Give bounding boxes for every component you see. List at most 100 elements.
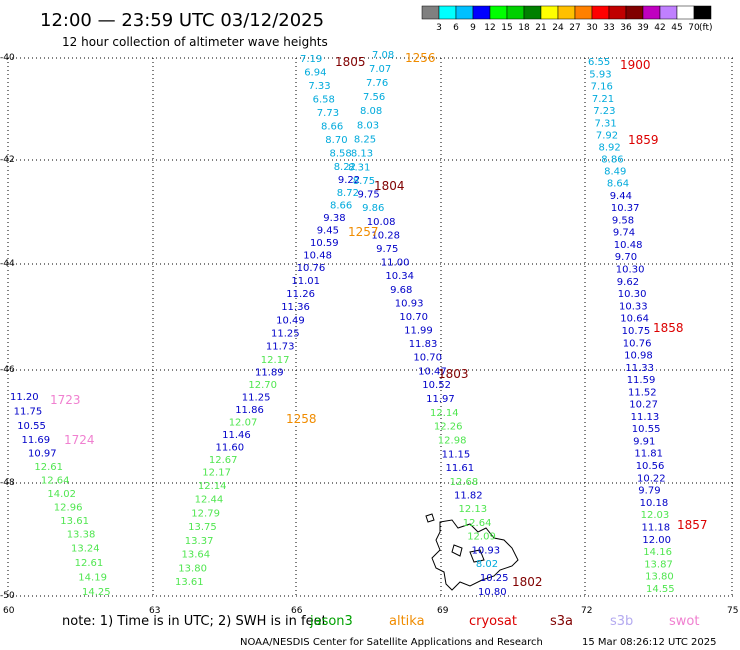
wave-height-value: 12.61: [75, 558, 104, 569]
scale-swatch: [693, 5, 712, 20]
island-outline: [425, 513, 519, 591]
wave-height-value: 7.23: [593, 106, 615, 117]
wave-height-value: 10.64: [620, 314, 649, 325]
track-t3: 6.555.93 7.167.217.237.31 7.928.928.868.49…: [588, 57, 675, 595]
track-t2: 7.08 7.07 7.76 7.56 8.08 8.03 8.25 8.13 8.31 8.75…: [348, 50, 508, 598]
pass-time-label: 1858: [653, 321, 684, 335]
wave-height-value: 12.03: [641, 510, 670, 521]
latitude-label: -46: [0, 365, 15, 375]
wave-height-value: 13.37: [185, 536, 214, 547]
wave-height-value: 10.55: [632, 424, 661, 435]
wave-height-value: 9.62: [617, 277, 639, 288]
wave-height-value: 14.25: [82, 587, 111, 598]
wave-height-value: 8.22: [334, 162, 356, 173]
wave-height-value: 7.92: [596, 131, 618, 142]
wave-height-value: 11.01: [291, 276, 320, 287]
wave-height-value: 11.60: [216, 443, 245, 454]
wave-height-value: 11.25: [242, 393, 271, 404]
wave-height-value: 11.86: [235, 405, 264, 416]
wave-height-value: 11.59: [627, 375, 656, 386]
longitude-label: 69: [437, 606, 449, 616]
wave-height-value: 11.83: [409, 339, 438, 350]
wave-height-value: 10.25: [480, 573, 509, 584]
scale-swatch: [608, 5, 627, 20]
latitude-label: -50: [0, 591, 15, 601]
wave-height-value: 8.92: [599, 143, 621, 154]
wave-height-value: 10.30: [616, 265, 645, 276]
wave-height-value: 11.25: [271, 329, 300, 340]
longitude-label: 63: [149, 606, 160, 616]
scale-tick-label: 70: [688, 23, 700, 33]
wave-height-value: 10.59: [310, 238, 339, 249]
wave-height-value: 14.02: [47, 489, 76, 500]
wave-height-value: 6.58: [313, 94, 335, 105]
satellite-legend-s3a: s3a: [550, 614, 573, 629]
track-t4: 11.20 11.75 10.55 11.69 10.97 12.61 12.64 14.02…: [10, 392, 111, 598]
wave-height-value: 13.24: [71, 544, 100, 555]
wave-height-value: 8.70: [325, 135, 347, 146]
longitude-label: 75: [727, 606, 738, 616]
wave-height-value: 12.07: [229, 418, 258, 429]
scale-swatch: [642, 5, 661, 20]
scale-tick-label: 6: [453, 23, 459, 33]
wave-height-value: 8.86: [601, 155, 623, 166]
scale-tick-label: 39: [637, 23, 649, 33]
wave-height-value: 12.14: [198, 481, 227, 492]
scale-tick-label: 30: [586, 23, 598, 33]
wave-height-value: 12.67: [209, 455, 238, 466]
wave-height-value: 10.76: [297, 263, 326, 274]
scale-tick-label: 3: [436, 23, 442, 33]
footnote: note: 1) Time is in UTC; 2) SWH is in fe…: [62, 614, 327, 629]
wave-height-value: 10.75: [622, 326, 651, 337]
pass-time-label: 1900: [620, 58, 651, 72]
wave-height-value: 11.97: [426, 394, 455, 405]
scale-swatch: [506, 5, 525, 20]
wave-height-value: 10.37: [611, 203, 640, 214]
longitude-label: 66: [291, 606, 303, 616]
scale-tick-label: 12: [484, 23, 495, 33]
wave-height-value: 12.96: [54, 502, 83, 513]
wave-height-value: 9.38: [323, 213, 345, 224]
wave-height-value: 13.80: [178, 563, 207, 574]
wave-height-value: 11.73: [266, 342, 295, 353]
wave-height-value: 8.66: [330, 201, 352, 212]
scale-tick-label: 24: [552, 23, 564, 33]
wave-height-value: 6.94: [304, 68, 326, 79]
wave-height-value: 11.69: [22, 435, 51, 446]
wave-height-value: 10.97: [28, 449, 57, 460]
wave-height-value: 9.86: [362, 203, 384, 214]
wave-height-value: 11.61: [446, 463, 475, 474]
wave-height-value: 12.00: [642, 535, 671, 546]
wave-height-value: 12.68: [450, 477, 479, 488]
scale-swatch: [574, 5, 593, 20]
wave-height-value: 10.27: [629, 400, 658, 411]
wave-height-value: 8.03: [357, 120, 379, 131]
wave-height-value: 9.74: [613, 228, 635, 239]
scale-tick-label: 42: [654, 23, 665, 33]
wave-height-value: 10.33: [619, 301, 648, 312]
wave-height-value: 12.70: [248, 380, 277, 391]
longitude-label: 60: [3, 606, 15, 616]
scale-swatch: [421, 5, 440, 20]
pass-time-label: 1857: [677, 518, 708, 532]
wave-height-value: 9.79: [638, 486, 660, 497]
map-subtitle: 12 hour collection of altimeter wave hei…: [62, 35, 328, 49]
credit-text: NOAA/NESDIS Center for Satellite Applica…: [240, 637, 543, 648]
wave-height-value: 14.16: [643, 547, 672, 558]
wave-height-value: 10.08: [367, 217, 396, 228]
wave-height-tracks: 7.19 6.94 7.33 6.58 7.73 8.66 8.70 8.58 8.22 9.22…: [10, 50, 675, 598]
latitude-label: -40: [0, 53, 15, 63]
scale-swatch: [438, 5, 457, 20]
scale-tick-label: 27: [569, 23, 580, 33]
wave-height-value: 7.31: [595, 118, 617, 129]
wave-height-value: 8.75: [353, 176, 375, 187]
wave-height-value: 10.22: [637, 473, 666, 484]
wave-height-value: 12.44: [195, 495, 224, 506]
wave-height-value: 10.28: [371, 230, 400, 241]
wave-height-value: 8.31: [348, 162, 370, 173]
scale-swatch: [455, 5, 474, 20]
wave-height-value: 9.45: [317, 226, 339, 237]
scale-tick-label: 21: [535, 23, 546, 33]
wave-height-value: 12.98: [438, 435, 467, 446]
wave-height-value: 9.58: [612, 215, 634, 226]
